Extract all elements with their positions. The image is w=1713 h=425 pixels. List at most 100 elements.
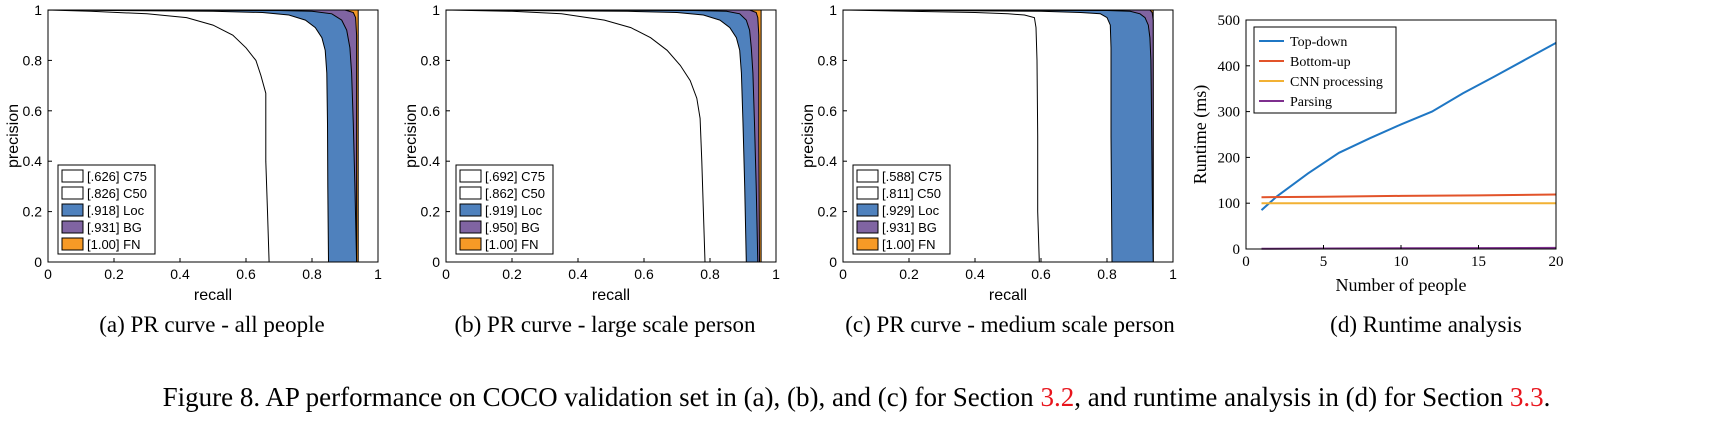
y-tick-label: 0.6: [23, 103, 43, 119]
y-tick-label: 500: [1218, 13, 1241, 29]
x-tick-label: 0: [1242, 254, 1250, 270]
legend-entry: [.918] Loc: [87, 203, 145, 218]
legend-entry: Parsing: [1290, 95, 1332, 110]
y-tick-label: 0.6: [818, 103, 838, 119]
y-tick-label: 0: [1233, 242, 1241, 258]
legend-swatch: [459, 203, 482, 217]
y-tick-label: 0.2: [23, 204, 43, 220]
caption-prefix: Figure 8. AP performance on COCO validat…: [162, 382, 1041, 412]
y-tick-label: 0: [34, 254, 42, 270]
legend-swatch: [856, 237, 879, 251]
y-tick-label: 1: [432, 2, 440, 18]
x-tick-label: 10: [1394, 254, 1409, 270]
legend-entry: [.919] Loc: [485, 203, 543, 218]
subfigure-caption: (a) PR curve - all people: [99, 312, 324, 337]
x-tick-label: 0.4: [965, 266, 985, 282]
legend-swatch: [856, 203, 879, 217]
x-tick-label: 0: [839, 266, 847, 282]
x-tick-label: 0.6: [634, 266, 654, 282]
legend-entry: [.862] C50: [485, 186, 545, 201]
x-tick-label: 0.6: [236, 266, 256, 282]
y-tick-label: 0.8: [421, 52, 441, 68]
x-tick-label: 1: [1169, 266, 1177, 282]
subfigure-caption: (c) PR curve - medium scale person: [845, 312, 1175, 337]
series-line-top-down: [1260, 42, 1557, 211]
legend-entry: [.950] BG: [485, 220, 540, 235]
y-tick-label: 0.4: [23, 153, 43, 169]
legend-entry: [1.00] FN: [87, 237, 140, 252]
legend-entry: [1.00] FN: [485, 237, 538, 252]
legend-entry: [1.00] FN: [882, 237, 935, 252]
x-tick-label: 0.4: [170, 266, 190, 282]
figure-caption: Figure 8. AP performance on COCO validat…: [0, 382, 1713, 413]
legend-entry: [.826] C50: [87, 186, 147, 201]
legend-swatch: [459, 237, 482, 251]
legend-swatch: [61, 169, 84, 183]
x-tick-label: 0.8: [302, 266, 322, 282]
x-tick-label: 20: [1549, 254, 1564, 270]
legend-entry: [.931] BG: [87, 220, 142, 235]
legend-swatch: [459, 220, 482, 234]
legend-entry: [.692] C75: [485, 169, 545, 184]
x-tick-label: 0.4: [568, 266, 588, 282]
x-tick-label: 0.6: [1031, 266, 1051, 282]
x-tick-label: 5: [1320, 254, 1328, 270]
x-tick-label: 0.2: [502, 266, 522, 282]
legend-swatch: [61, 237, 84, 251]
x-axis-label: recall: [592, 287, 630, 304]
legend-entry: [.626] C75: [87, 169, 147, 184]
x-tick-label: 0.2: [899, 266, 919, 282]
chart-panel-1: 0 0.2 0.4 0.6 0.8 1 0 0.2 0.4 0.6 0.8 1 recall precis…: [5, 2, 382, 337]
y-tick-label: 100: [1218, 196, 1241, 212]
legend-entry: [.811] C50: [882, 186, 941, 201]
y-tick-label: 0.6: [421, 103, 441, 119]
x-tick-label: 0.2: [104, 266, 124, 282]
y-tick-label: 0.8: [23, 52, 43, 68]
legend-swatch: [459, 186, 482, 200]
legend-swatch: [459, 169, 482, 183]
axes-box: [445, 9, 777, 263]
y-tick-label: 0.2: [818, 204, 838, 220]
legend-entry: Top-down: [1290, 35, 1347, 50]
axes-box: [47, 9, 379, 263]
subfigure-caption: (b) PR curve - large scale person: [454, 312, 756, 337]
x-axis-label: recall: [194, 287, 232, 304]
y-tick-label: 300: [1218, 105, 1241, 121]
subfigure-caption: (d) Runtime analysis: [1330, 312, 1522, 337]
caption-middle: , and runtime analysis in (d) for Sectio…: [1074, 382, 1510, 412]
y-tick-label: 1: [34, 2, 42, 18]
x-axis-label: Number of people: [1336, 275, 1467, 295]
legend-swatch: [856, 169, 879, 183]
x-tick-label: 0.8: [700, 266, 720, 282]
y-tick-label: 0: [829, 254, 837, 270]
y-axis-label: Runtime (ms): [1190, 85, 1211, 185]
y-tick-label: 200: [1218, 150, 1241, 166]
chart-panel-3: 0 0.2 0.4 0.6 0.8 1 0 0.2 0.4 0.6 0.8 1 recall precis…: [800, 2, 1177, 337]
caption-suffix: .: [1543, 382, 1551, 412]
section-ref-3-3[interactable]: 3.3: [1509, 382, 1544, 412]
y-tick-label: 0: [432, 254, 440, 270]
legend-swatch: [856, 186, 879, 200]
x-tick-label: 1: [374, 266, 382, 282]
y-axis-label: precision: [5, 104, 22, 168]
axes-box: [842, 9, 1174, 263]
legend-entry: [.929] Loc: [882, 203, 940, 218]
x-tick-label: 15: [1471, 254, 1486, 270]
x-tick-label: 0.8: [1097, 266, 1117, 282]
y-tick-label: 400: [1218, 59, 1241, 75]
y-tick-label: 0.4: [818, 153, 838, 169]
y-tick-label: 0.4: [421, 153, 441, 169]
legend-swatch: [856, 220, 879, 234]
legend-entry: [.588] C75: [882, 169, 942, 184]
y-tick-label: 0.2: [421, 204, 441, 220]
y-axis-label: precision: [800, 104, 817, 168]
legend-entry: CNN processing: [1290, 75, 1383, 90]
section-ref-3-2[interactable]: 3.2: [1040, 382, 1075, 412]
y-tick-label: 0.8: [818, 52, 838, 68]
x-tick-label: 1: [772, 266, 780, 282]
y-axis-label: precision: [403, 104, 420, 168]
legend-swatch: [61, 220, 84, 234]
x-tick-label: 0: [442, 266, 450, 282]
legend-swatch: [61, 203, 84, 217]
